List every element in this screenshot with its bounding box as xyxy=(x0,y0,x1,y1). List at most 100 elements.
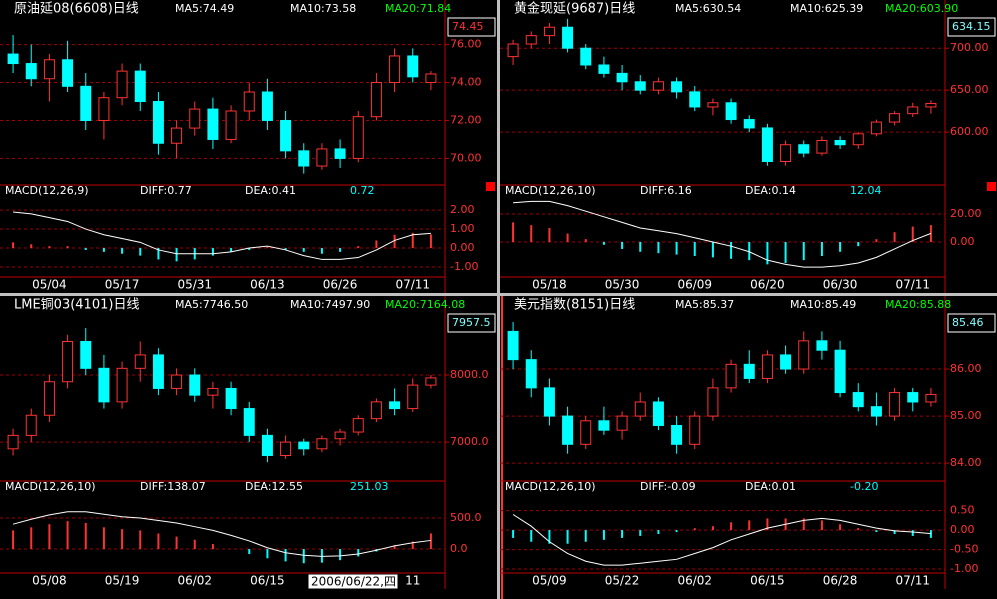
last-box xyxy=(947,17,996,37)
candle-body xyxy=(7,434,19,450)
dea-label: DEA:12.55 xyxy=(245,480,303,493)
candle-body xyxy=(852,133,864,146)
candle-body xyxy=(225,387,237,410)
candle-body xyxy=(616,415,628,431)
macd-tick-label: -0.50 xyxy=(950,543,978,556)
title: 原油延08(6608)日线 xyxy=(14,2,139,17)
candle-body xyxy=(243,408,255,436)
candle-body xyxy=(352,418,364,433)
candle-body xyxy=(743,119,755,129)
x-tick-label: 06/02 xyxy=(677,574,712,588)
x-tick-label: 06/02 xyxy=(177,574,212,588)
candle-body xyxy=(580,47,592,66)
candle-body xyxy=(116,70,128,99)
candle-body xyxy=(743,363,755,379)
candle-body xyxy=(425,73,437,84)
candle-body xyxy=(707,102,719,108)
candle-body xyxy=(370,82,382,118)
candle-body xyxy=(889,392,901,417)
last-value: 7957.5 xyxy=(452,316,491,329)
candle-body xyxy=(316,438,328,450)
candle-body xyxy=(816,140,828,154)
macd-tick-label: 500.0 xyxy=(450,511,482,524)
macd-value: 0.72 xyxy=(350,184,375,197)
x-tick-label: 05/09 xyxy=(532,574,567,588)
candle-body xyxy=(334,148,346,159)
candle-body xyxy=(907,392,919,403)
candle-body xyxy=(280,119,292,152)
y-tick-label: 650.00 xyxy=(950,83,989,96)
diff-label: DIFF:0.77 xyxy=(140,184,192,197)
x-tick-label: 06/15 xyxy=(250,574,285,588)
candle-body xyxy=(562,415,574,445)
macd-title: MACD(12,26,10) xyxy=(505,480,596,493)
candle-body xyxy=(298,441,310,450)
x-tick-label: 06/15 xyxy=(750,574,785,588)
x-tick-label: 05/18 xyxy=(532,278,567,292)
candle-body xyxy=(671,424,683,445)
y-tick-label: 85.00 xyxy=(950,409,982,422)
ma20-label: MA20:71.84 xyxy=(385,2,451,15)
diff-line xyxy=(513,200,932,268)
title: LME铜03(4101)日线 xyxy=(14,298,139,313)
x-tick-label: 11 xyxy=(405,574,420,588)
ma20-label: MA20:85.88 xyxy=(885,298,951,311)
diff-line xyxy=(13,211,431,260)
dea-label: DEA:0.41 xyxy=(245,184,296,197)
candle-body xyxy=(62,340,74,383)
candle-body xyxy=(225,110,237,140)
y-tick-label: 70.00 xyxy=(450,151,482,164)
candle-body xyxy=(98,367,110,403)
macd-tick-label: 1.00 xyxy=(450,222,475,235)
macd-tick-label: 20.00 xyxy=(950,207,982,220)
last-box xyxy=(947,313,996,333)
candle-body xyxy=(171,374,183,389)
x-tick-label: 05/22 xyxy=(605,574,640,588)
candle-body xyxy=(80,340,92,369)
candle-body xyxy=(243,91,255,112)
macd-tick-label: 2.00 xyxy=(450,203,475,216)
diff-label: DIFF:6.16 xyxy=(640,184,692,197)
candle-body xyxy=(298,150,310,167)
x-tick-label: 06/09 xyxy=(677,278,712,292)
x-tick-label: 05/19 xyxy=(105,574,140,588)
diff-line xyxy=(512,514,931,566)
ma5-label: MA5:85.37 xyxy=(675,298,734,311)
y-tick-label: 600.00 xyxy=(950,125,989,138)
y-tick-label: 76.00 xyxy=(450,38,482,51)
candle-body xyxy=(870,121,882,135)
candle-body xyxy=(389,55,401,84)
ma20-label: MA20:7164.08 xyxy=(385,298,465,311)
candle-body xyxy=(652,401,664,426)
ma5-label: MA5:7746.50 xyxy=(175,298,248,311)
x-tick-label: 05/17 xyxy=(105,278,140,292)
candle-body xyxy=(389,401,401,410)
x-tick-label: 06/13 xyxy=(250,278,285,292)
candle-body xyxy=(652,81,664,91)
dea-label: DEA:0.01 xyxy=(745,480,796,493)
candle-body xyxy=(43,59,55,80)
candle-body xyxy=(189,108,201,129)
candle-body xyxy=(207,387,219,396)
candle-body xyxy=(7,53,19,65)
candle-body xyxy=(598,420,610,431)
chart-panel: 原油延08(6608)日线 MA5:74.49 MA10:73.58 MA20:71.… xyxy=(0,0,496,293)
candle-body xyxy=(543,26,555,37)
last-value: 634.15 xyxy=(952,20,991,33)
candle-body xyxy=(152,101,164,144)
candle-body xyxy=(925,393,937,403)
candle-body xyxy=(134,70,146,102)
macd-tick-label: 0.00 xyxy=(950,523,975,536)
candle-body xyxy=(407,384,419,410)
diff-line xyxy=(12,511,431,557)
candle-body xyxy=(598,64,610,74)
candle-body xyxy=(707,387,719,417)
candle-body xyxy=(543,387,555,417)
candle-body xyxy=(134,354,146,369)
candle-body xyxy=(316,148,328,167)
candle-body xyxy=(889,113,901,123)
macd-tick-label: -1.00 xyxy=(450,260,478,273)
y-tick-label: 84.00 xyxy=(950,456,982,469)
last-value: 74.45 xyxy=(452,20,484,33)
macd-tick-label: 0.00 xyxy=(950,235,975,248)
